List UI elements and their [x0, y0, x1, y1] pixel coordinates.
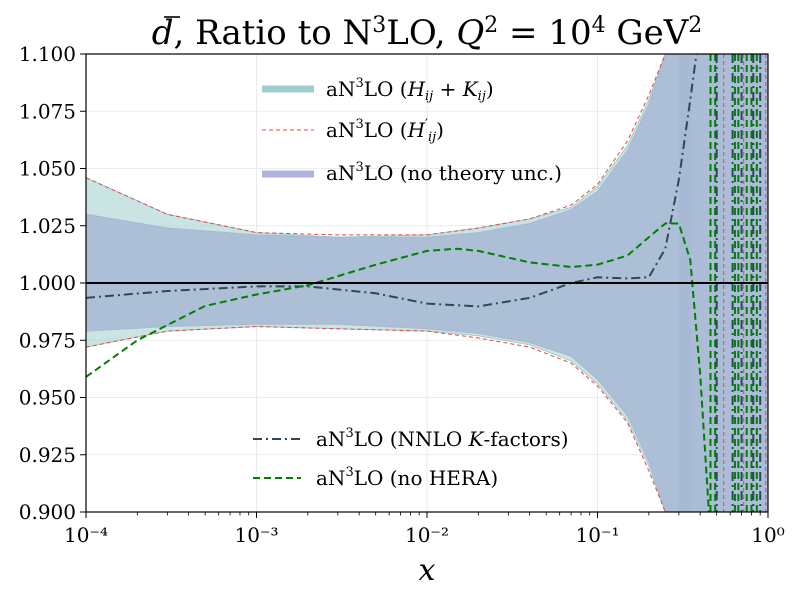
- legend-item-hk: aN3LO (Hij + Kij): [262, 76, 494, 104]
- x-axis-label: x: [419, 553, 436, 588]
- legend-item-no-hera: aN3LO (no HERA): [253, 465, 498, 490]
- y-tick-label: 0.925: [19, 443, 76, 467]
- y-tick-label: 0.950: [19, 386, 76, 410]
- series-nnlo-k: [86, 54, 698, 308]
- y-tick-label: 1.075: [19, 99, 76, 123]
- y-tick-label: 0.975: [19, 328, 76, 352]
- x-tick-label: 10⁰: [751, 523, 784, 547]
- legend-item-hprime: aN3LO (H′ij): [262, 117, 444, 145]
- y-tick-label: 1.000: [19, 271, 76, 295]
- x-tick-label: 10⁻¹: [575, 523, 619, 547]
- x-tick-label: 10⁻²: [405, 523, 449, 547]
- chart-title: d, Ratio to N3LO, Q2 = 104 GeV2: [152, 13, 703, 53]
- svg-text:aN3LO (no theory unc.): aN3LO (no theory unc.): [326, 160, 562, 185]
- legend-bottom: aN3LO (NNLO K-factors) aN3LO (no HERA): [253, 426, 569, 490]
- y-tick-label: 0.900: [19, 500, 76, 524]
- y-tick-label: 1.025: [19, 214, 76, 238]
- x-axis: 10⁻⁴ 10⁻³ 10⁻² 10⁻¹ 10⁰: [64, 512, 785, 547]
- svg-text:aN3LO (H′ij): aN3LO (H′ij): [326, 117, 444, 145]
- svg-text:aN3LO (NNLO K-factors): aN3LO (NNLO K-factors): [316, 426, 569, 451]
- y-axis: 0.900 0.925 0.950 0.975 1.000 1.025 1.050 1.075…: [19, 42, 86, 524]
- series-no-hera: [86, 222, 710, 512]
- svg-text:aN3LO (Hij + Kij): aN3LO (Hij + Kij): [326, 76, 494, 104]
- plot-area: [86, 54, 768, 512]
- svg-text:aN3LO (no HERA): aN3LO (no HERA): [316, 465, 498, 490]
- y-tick-label: 1.050: [19, 157, 76, 181]
- legend-item-no-theory: aN3LO (no theory unc.): [262, 160, 562, 185]
- svg-text:d, Ratio to N3LO, Q2 = 104 GeV: d, Ratio to N3LO, Q2 = 104 GeV2: [152, 13, 703, 53]
- legend-top: aN3LO (Hij + Kij) aN3LO (H′ij) aN3LO (no…: [262, 76, 562, 185]
- series-hprime-lower: [86, 325, 666, 512]
- legend-item-nnlo-k: aN3LO (NNLO K-factors): [253, 426, 569, 451]
- x-tick-label: 10⁻³: [234, 523, 278, 547]
- y-tick-label: 1.100: [19, 42, 76, 66]
- x-tick-label: 10⁻⁴: [64, 523, 108, 547]
